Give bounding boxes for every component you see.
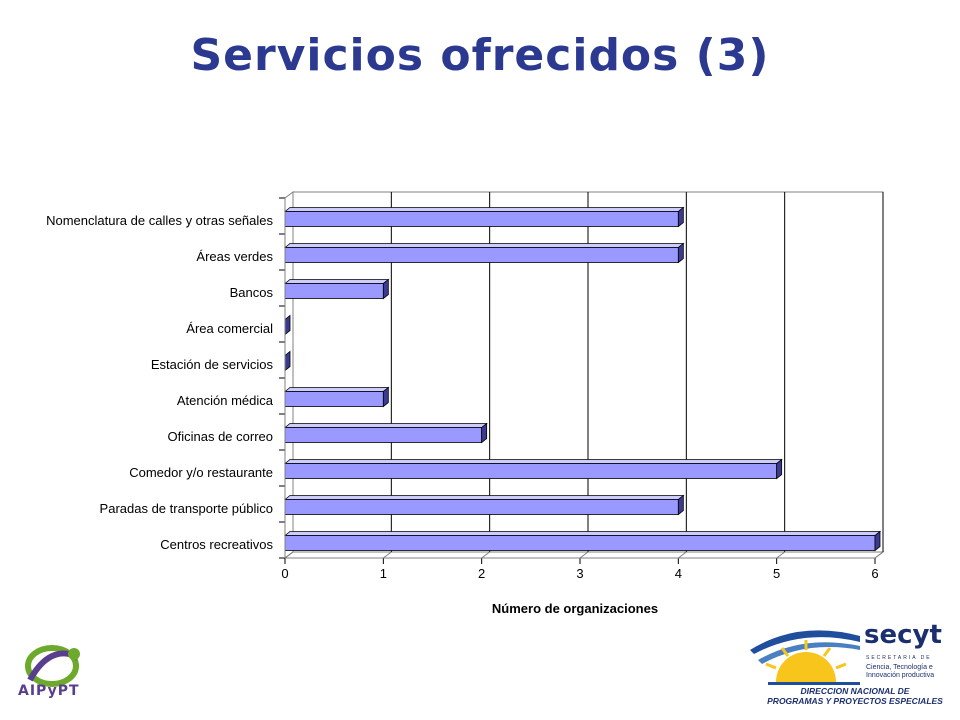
- bar-side: [481, 422, 488, 444]
- bar-top: [283, 423, 488, 428]
- category-label: Centros recreativos: [160, 537, 273, 552]
- floor-gridline: [776, 551, 785, 559]
- x-tick-label: 0: [281, 566, 288, 581]
- secyt-logo-icon: [750, 630, 860, 685]
- x-tick-label: 3: [576, 566, 583, 581]
- x-tick-label: 4: [675, 566, 682, 581]
- bar: [283, 242, 685, 264]
- bar-side: [874, 530, 881, 552]
- secyt-ministry: Ciencia, Tecnología e Innovación product…: [866, 664, 935, 679]
- bar-top: [283, 243, 685, 248]
- bar-front: [284, 391, 384, 407]
- aipypt-logo-text: AIPyPT: [18, 683, 80, 699]
- bar-top: [283, 495, 685, 500]
- bar: [283, 386, 390, 408]
- bar-front: [284, 427, 483, 443]
- category-label: Estación de servicios: [151, 357, 274, 372]
- x-axis-title: Número de organizaciones: [492, 601, 658, 616]
- category-label: Atención médica: [177, 393, 274, 408]
- slide-title: Servicios ofrecidos (3): [190, 30, 770, 81]
- chart-bars: [283, 206, 882, 552]
- category-label: Comedor y/o restaurante: [129, 465, 273, 480]
- category-label: Oficinas de correo: [168, 429, 274, 444]
- x-tick-label: 2: [478, 566, 485, 581]
- bar-front: [284, 535, 876, 551]
- x-tick-label: 6: [871, 566, 878, 581]
- bar-side: [677, 206, 684, 228]
- bar-side: [382, 278, 389, 300]
- secyt-subtitle: SECRETARIA DE: [866, 655, 932, 661]
- category-label: Áreas verdes: [196, 249, 273, 264]
- floor-gridline: [481, 551, 490, 559]
- bar-side: [776, 458, 783, 480]
- chart-ticks: 0 1 2 3 4 5 6: [279, 197, 879, 581]
- floor-gridline: [874, 551, 884, 559]
- floor-gridline: [284, 551, 294, 559]
- direccion-text: DIRECCION NACIONAL DE PROGRAMAS Y PROYEC…: [760, 686, 950, 706]
- bar-front: [284, 211, 679, 227]
- floor-gridline: [579, 551, 589, 559]
- bar: [283, 278, 390, 300]
- direccion-line-2: PROGRAMAS Y PROYECTOS ESPECIALES: [767, 696, 943, 706]
- bar-top: [283, 459, 783, 464]
- bar-front: [284, 463, 778, 479]
- category-label: Nomenclatura de calles y otras señales: [46, 213, 273, 228]
- bar-front: [284, 499, 679, 515]
- bar-top: [283, 207, 685, 212]
- x-tick-label: 5: [773, 566, 780, 581]
- category-label: Bancos: [230, 285, 274, 300]
- bar-top: [283, 531, 882, 536]
- bar-chart: Nomenclatura de calles y otras señales Ár…: [46, 191, 885, 616]
- bar: [283, 458, 783, 480]
- bar-front: [284, 283, 384, 299]
- bar-front: [284, 247, 679, 263]
- bar-top: [283, 387, 390, 392]
- chart-labels: Nomenclatura de calles y otras señales Ár…: [46, 213, 274, 552]
- x-tick-label: 1: [380, 566, 387, 581]
- bar-side: [382, 386, 389, 408]
- aipypt-logo-icon: [25, 645, 80, 687]
- bar-top: [283, 279, 390, 284]
- category-label: Paradas de transporte público: [100, 501, 273, 516]
- bar: [283, 206, 685, 228]
- bar: [283, 494, 685, 516]
- bar: [283, 530, 882, 552]
- direccion-line-1: DIRECCION NACIONAL DE: [800, 686, 910, 696]
- floor-gridline: [383, 551, 392, 559]
- secyt-name: secyt: [864, 620, 942, 650]
- bar-side: [677, 494, 684, 516]
- category-label: Área comercial: [186, 321, 273, 336]
- floor-gridline: [678, 551, 687, 559]
- bar: [283, 422, 488, 444]
- bar-side: [677, 242, 684, 264]
